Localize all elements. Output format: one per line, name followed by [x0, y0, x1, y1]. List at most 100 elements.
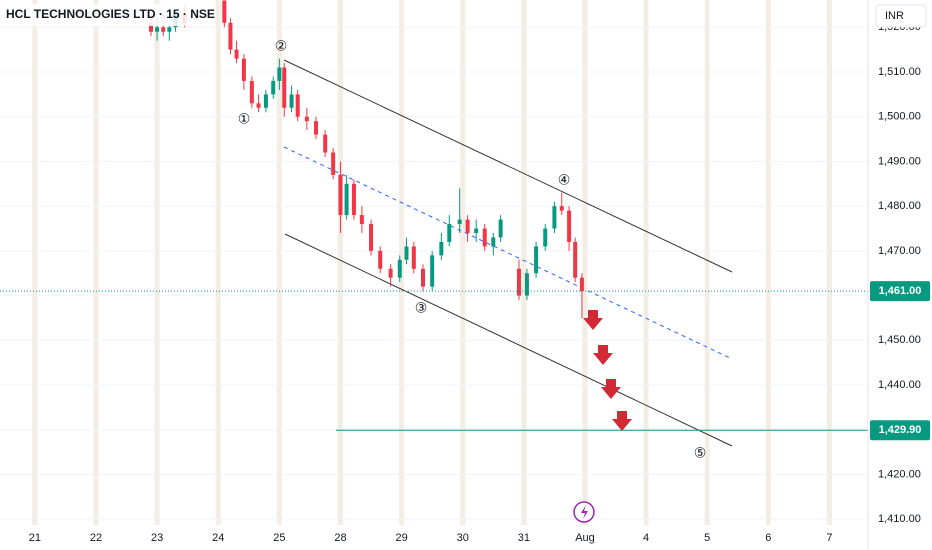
y-tick-label: 1,510.00: [878, 66, 921, 78]
candle-body: [155, 27, 160, 32]
candle-body: [482, 228, 487, 247]
price-label-box: [870, 420, 930, 441]
price-label-box: [870, 281, 930, 302]
y-tick-label: 1,480.00: [878, 200, 921, 212]
candle-body: [282, 67, 287, 108]
candle-body: [277, 67, 282, 81]
candle-body: [228, 22, 233, 50]
price-label: 1,461.00: [879, 285, 922, 297]
candle-body: [516, 268, 521, 296]
x-tick-label: 25: [273, 532, 285, 544]
drawings: [283, 59, 733, 447]
y-tick-label: 1,410.00: [878, 513, 921, 525]
candle-body: [256, 103, 261, 108]
candle-body: [474, 228, 479, 233]
candle-body: [404, 246, 409, 260]
levels: [0, 290, 868, 431]
down-arrow: [601, 379, 621, 399]
x-tick-label: Aug: [575, 532, 595, 544]
x-tick-label: 21: [29, 532, 41, 544]
event-icon[interactable]: [573, 501, 595, 523]
candle-body: [491, 237, 496, 247]
candle-body: [369, 224, 374, 251]
candle-body: [378, 250, 383, 269]
x-tick-label: 22: [90, 532, 102, 544]
event-bolt[interactable]: [581, 505, 588, 519]
candle-body: [271, 80, 276, 95]
wave-label: ⑤: [694, 445, 707, 461]
y-tick-label: 1,450.00: [878, 334, 921, 346]
candle-body: [543, 228, 548, 247]
x-tick-label: 29: [395, 532, 407, 544]
title-bg: [0, 4, 196, 26]
candle-body: [498, 219, 503, 238]
candle-body: [411, 246, 416, 269]
candle-body: [559, 206, 564, 211]
candle-body: [314, 121, 319, 135]
arrows: [583, 310, 632, 431]
y-tick-label: 1,440.00: [878, 379, 921, 391]
currency-box[interactable]: [875, 4, 927, 28]
candle-body: [351, 183, 356, 216]
candle-body: [524, 273, 529, 296]
candle-body: [249, 80, 254, 104]
channel-upper: [283, 59, 733, 273]
wave-label: ④: [558, 172, 571, 188]
y-tick-label: 1,420.00: [878, 468, 921, 480]
grid: [0, 0, 868, 525]
x-tick-label: 24: [212, 532, 224, 544]
candle-body: [573, 241, 578, 278]
wave-label: ①: [238, 111, 251, 127]
candle-body: [222, 0, 227, 23]
candle-body: [167, 27, 172, 32]
down-arrow: [583, 310, 603, 330]
price-label: 1,429.90: [879, 424, 922, 436]
y-tick-label: 1,500.00: [878, 111, 921, 123]
candle-body: [331, 152, 336, 175]
candle-body: [338, 174, 343, 216]
x-tick-label: 5: [704, 532, 710, 544]
x-tick-label: 31: [518, 532, 530, 544]
candle-body: [148, 22, 153, 32]
candle-body: [388, 268, 393, 278]
candle-body: [304, 116, 309, 122]
candle-body: [579, 277, 584, 292]
candle-body: [295, 94, 300, 117]
candle-body: [465, 219, 470, 233]
candle-body: [397, 259, 402, 278]
channel-mid: [283, 146, 731, 359]
candle-body: [344, 183, 349, 216]
candle-body: [457, 219, 462, 225]
candle-body: [289, 94, 294, 108]
x-tick-label: 23: [151, 532, 163, 544]
x-tick-label: 28: [334, 532, 346, 544]
candle-body: [323, 134, 328, 153]
candle-body: [447, 224, 452, 242]
x-tick-label: 4: [643, 532, 649, 544]
candle-body: [161, 27, 166, 32]
y-tick-label: 1,490.00: [878, 155, 921, 167]
axes: 21 22 23 24 25 28 29 30 31 Aug 4 5 6 7 1,410.00 1,420.0…: [29, 21, 930, 544]
candle-body: [534, 246, 539, 274]
chart-title: HCL TECHNOLOGIES LTD · 15 · NSE: [6, 7, 215, 21]
y-tick-label: 1,470.00: [878, 245, 921, 257]
wave-label: ③: [415, 300, 428, 316]
candle-body: [234, 49, 239, 59]
candle-body: [430, 255, 435, 287]
candle-body: [439, 241, 444, 256]
wave-label: ②: [275, 38, 288, 54]
down-arrow: [593, 345, 613, 365]
currency[interactable]: INR: [885, 10, 904, 22]
candle-body: [552, 206, 557, 229]
candle-body: [567, 210, 572, 242]
candle-body: [263, 94, 268, 108]
down-arrow: [612, 411, 632, 431]
candle-body: [359, 215, 364, 225]
candle-body: [241, 58, 246, 81]
channel-lower: [284, 233, 733, 447]
x-tick-label: 6: [765, 532, 771, 544]
x-tick-label: 30: [457, 532, 469, 544]
x-tick-label: 7: [826, 532, 832, 544]
